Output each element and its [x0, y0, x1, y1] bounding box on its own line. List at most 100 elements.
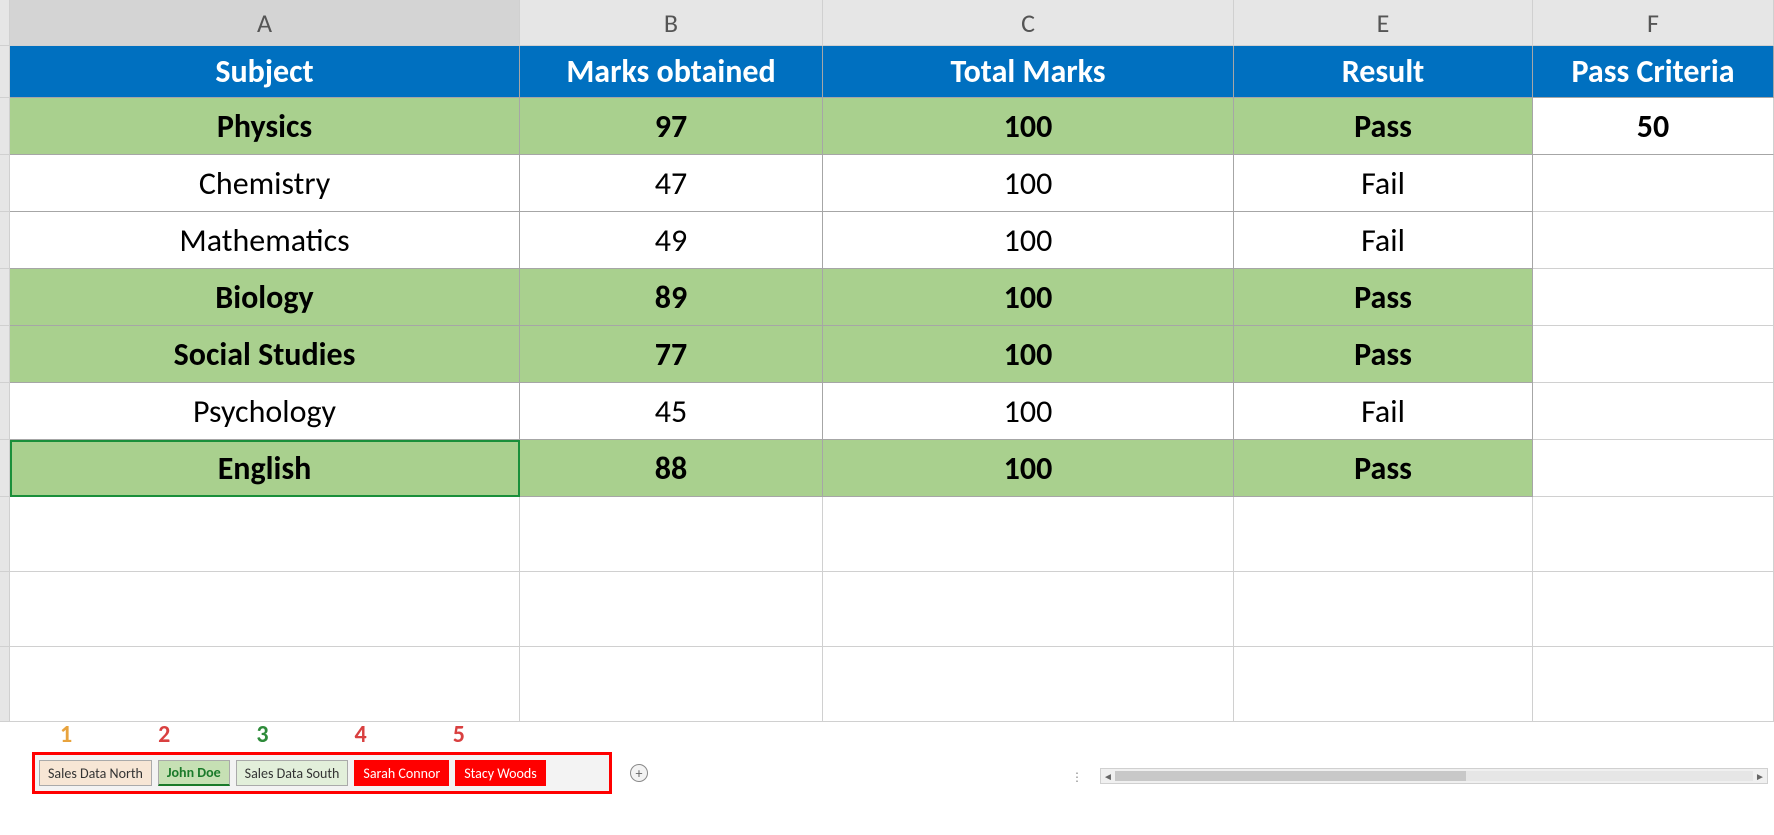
cell-marks[interactable]: 97: [520, 98, 823, 155]
cell-marks[interactable]: 77: [520, 326, 823, 383]
cell-subject[interactable]: English: [10, 440, 520, 497]
scroll-right-icon[interactable]: ►: [1753, 769, 1767, 783]
empty-cell[interactable]: [1533, 497, 1774, 572]
row-gutter: [0, 269, 10, 326]
row-gutter: [0, 326, 10, 383]
row-gutter: [0, 383, 10, 440]
cell-total[interactable]: 100: [823, 155, 1234, 212]
cell-pass-criteria[interactable]: [1533, 269, 1774, 326]
tab-number-2: 2: [158, 720, 170, 749]
cell-pass-criteria[interactable]: [1533, 212, 1774, 269]
tab-number-3: 3: [256, 720, 268, 749]
sheet-tab-sales-south[interactable]: Sales Data South: [236, 760, 349, 786]
cell-marks[interactable]: 88: [520, 440, 823, 497]
table-row: Mathematics49100Fail: [0, 212, 1774, 269]
corner-gutter: [0, 0, 10, 46]
table-row: Social Studies77100Pass: [0, 326, 1774, 383]
empty-cell[interactable]: [520, 647, 823, 722]
empty-cell[interactable]: [823, 647, 1234, 722]
tab-number-annotations: 1 2 3 4 5: [60, 720, 465, 749]
empty-row: [0, 572, 1774, 647]
spreadsheet-area: A B C E F Subject Marks obtained Total M…: [0, 0, 1774, 722]
table-row: Biology89100Pass: [0, 269, 1774, 326]
empty-cell[interactable]: [520, 572, 823, 647]
table-header-row: Subject Marks obtained Total Marks Resul…: [0, 46, 1774, 98]
cell-result[interactable]: Pass: [1234, 269, 1533, 326]
scrollbar-grip-icon: ⋮: [1071, 768, 1084, 786]
cell-subject[interactable]: Social Studies: [10, 326, 520, 383]
cell-marks[interactable]: 47: [520, 155, 823, 212]
cell-subject[interactable]: Chemistry: [10, 155, 520, 212]
row-gutter: [0, 46, 10, 98]
cell-result[interactable]: Fail: [1234, 383, 1533, 440]
cell-total[interactable]: 100: [823, 269, 1234, 326]
header-subject[interactable]: Subject: [10, 46, 520, 98]
cell-result[interactable]: Fail: [1234, 212, 1533, 269]
empty-cell[interactable]: [10, 647, 520, 722]
cell-pass-criteria[interactable]: [1533, 326, 1774, 383]
sheet-tab-stacy-woods[interactable]: Stacy Woods: [455, 760, 546, 786]
empty-cell[interactable]: [1533, 572, 1774, 647]
table-row: Chemistry47100Fail: [0, 155, 1774, 212]
cell-result[interactable]: Pass: [1234, 326, 1533, 383]
sheet-tab-sales-north[interactable]: Sales Data North: [39, 760, 152, 786]
cell-pass-criteria[interactable]: [1533, 383, 1774, 440]
empty-cell[interactable]: [1234, 572, 1533, 647]
row-gutter: [0, 572, 10, 647]
cell-total[interactable]: 100: [823, 440, 1234, 497]
empty-cell[interactable]: [10, 572, 520, 647]
cell-subject[interactable]: Mathematics: [10, 212, 520, 269]
column-header-C[interactable]: C: [823, 0, 1234, 46]
header-result[interactable]: Result: [1234, 46, 1533, 98]
empty-cell[interactable]: [520, 497, 823, 572]
cell-result[interactable]: Pass: [1234, 440, 1533, 497]
column-header-F[interactable]: F: [1533, 0, 1774, 46]
cell-marks[interactable]: 49: [520, 212, 823, 269]
scroll-track[interactable]: [1115, 771, 1753, 781]
column-header-row: A B C E F: [0, 0, 1774, 46]
row-gutter: [0, 647, 10, 722]
cell-result[interactable]: Pass: [1234, 98, 1533, 155]
scroll-left-icon[interactable]: ◄: [1101, 769, 1115, 783]
empty-cell[interactable]: [10, 497, 520, 572]
cell-total[interactable]: 100: [823, 326, 1234, 383]
scroll-thumb[interactable]: [1115, 771, 1466, 781]
cell-pass-criteria[interactable]: [1533, 440, 1774, 497]
tab-number-5: 5: [453, 720, 465, 749]
cell-total[interactable]: 100: [823, 212, 1234, 269]
cell-subject[interactable]: Psychology: [10, 383, 520, 440]
column-header-E[interactable]: E: [1234, 0, 1533, 46]
header-pass-criteria[interactable]: Pass Criteria: [1533, 46, 1774, 98]
sheet-tab-sarah-connor[interactable]: Sarah Connor: [354, 760, 449, 786]
tab-number-4: 4: [355, 720, 367, 749]
horizontal-scrollbar[interactable]: ⋮ ◄ ►: [1100, 768, 1768, 784]
cell-subject[interactable]: Physics: [10, 98, 520, 155]
empty-cell[interactable]: [823, 572, 1234, 647]
empty-cell[interactable]: [823, 497, 1234, 572]
header-total-marks[interactable]: Total Marks: [823, 46, 1234, 98]
row-gutter: [0, 155, 10, 212]
sheet-tab-john-doe[interactable]: John Doe: [158, 760, 230, 786]
cell-pass-criteria[interactable]: [1533, 155, 1774, 212]
cell-result[interactable]: Fail: [1234, 155, 1533, 212]
row-gutter: [0, 98, 10, 155]
column-header-A[interactable]: A: [10, 0, 520, 46]
plus-icon: +: [636, 765, 643, 782]
empty-cell[interactable]: [1533, 647, 1774, 722]
cell-marks[interactable]: 89: [520, 269, 823, 326]
header-marks-obtained[interactable]: Marks obtained: [520, 46, 823, 98]
cell-subject[interactable]: Biology: [10, 269, 520, 326]
row-gutter: [0, 440, 10, 497]
table-row: Physics97100Pass50: [0, 98, 1774, 155]
add-sheet-button[interactable]: +: [630, 764, 648, 782]
grid: Subject Marks obtained Total Marks Resul…: [0, 46, 1774, 722]
empty-row: [0, 497, 1774, 572]
empty-cell[interactable]: [1234, 497, 1533, 572]
cell-total[interactable]: 100: [823, 383, 1234, 440]
empty-cell[interactable]: [1234, 647, 1533, 722]
cell-marks[interactable]: 45: [520, 383, 823, 440]
sheet-tabs-box: Sales Data North John Doe Sales Data Sou…: [32, 752, 612, 794]
cell-pass-criteria[interactable]: 50: [1533, 98, 1774, 155]
column-header-B[interactable]: B: [520, 0, 823, 46]
cell-total[interactable]: 100: [823, 98, 1234, 155]
